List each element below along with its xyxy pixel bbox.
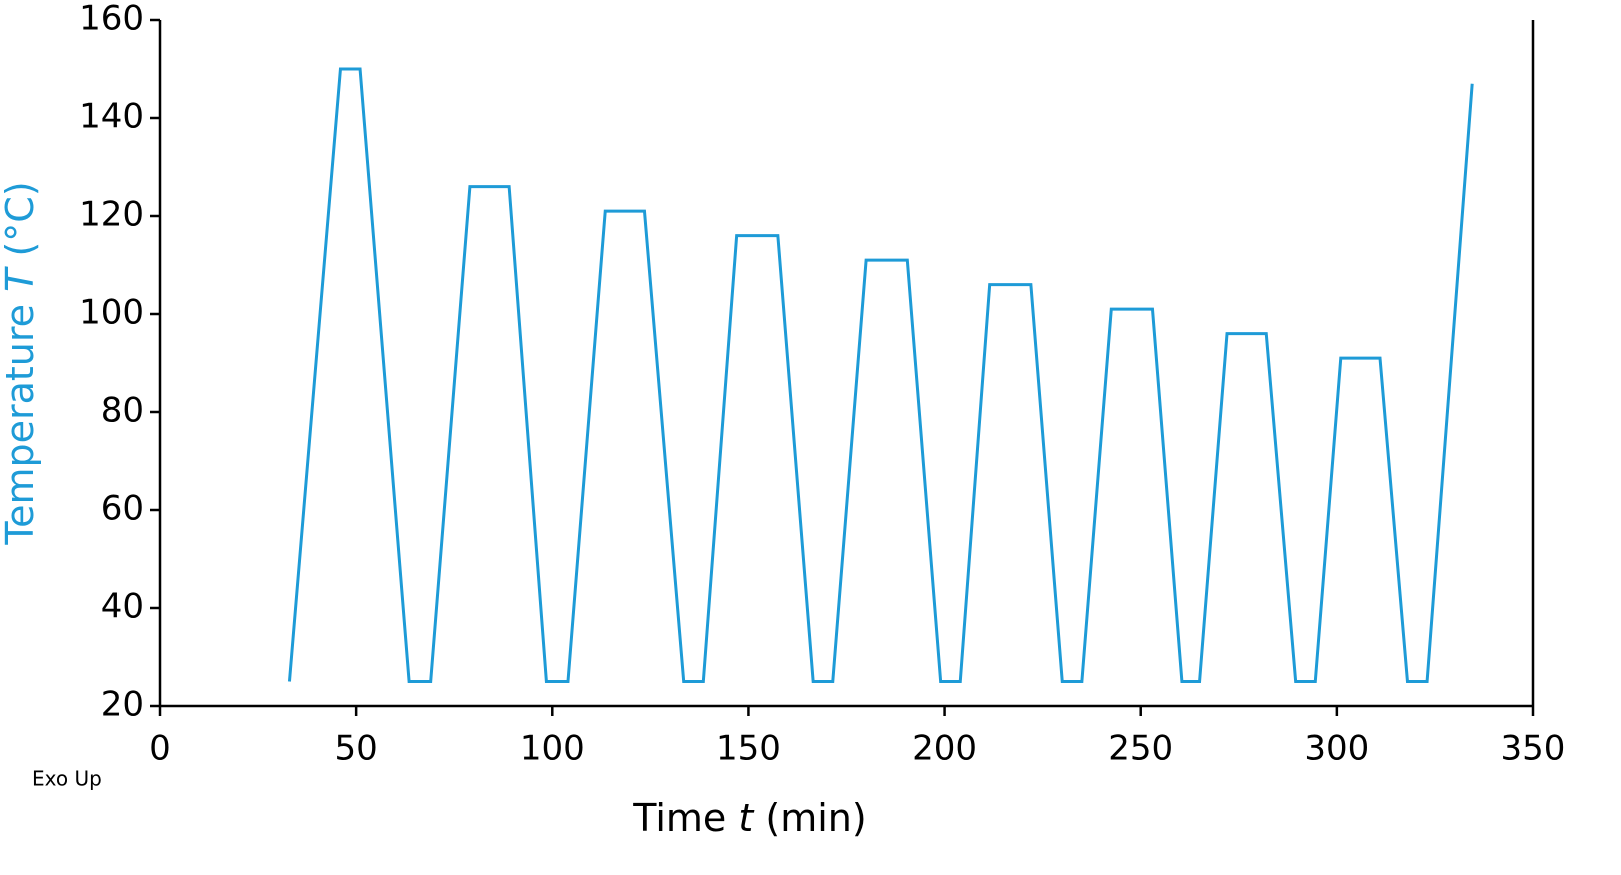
y-tick-label: 160 [79,0,144,39]
x-label-unit: (min) [765,796,866,840]
x-label-symbol: t [738,796,755,840]
x-axis-label: Time t (min) [632,796,866,840]
x-tick-label: 100 [520,729,585,769]
y-tick-label: 80 [101,391,144,431]
x-tick-label: 350 [1501,729,1566,769]
annotation: Exo Up [32,767,102,791]
y-tick-label: 20 [101,685,144,725]
y-label-unit: (°C) [0,181,42,256]
y-tick-label: 100 [79,293,144,333]
x-tick-label: 300 [1304,729,1369,769]
y-label-text: Temperature [0,304,42,546]
data-line [287,67,1474,683]
x-label-text: Time [632,796,726,840]
y-tick-label: 60 [101,489,144,529]
x-tick-label: 0 [149,729,171,769]
y-label-symbol: T [0,266,42,292]
x-tick-label: 200 [912,729,977,769]
x-tick-label: 50 [335,729,378,769]
y-tick-label: 140 [79,97,144,137]
y-axis-label: Temperature T (°C) [0,181,42,545]
x-tick-label: 250 [1108,729,1173,769]
y-tick-label: 120 [79,195,144,235]
y-tick-label: 40 [101,587,144,627]
x-tick-label: 150 [716,729,781,769]
